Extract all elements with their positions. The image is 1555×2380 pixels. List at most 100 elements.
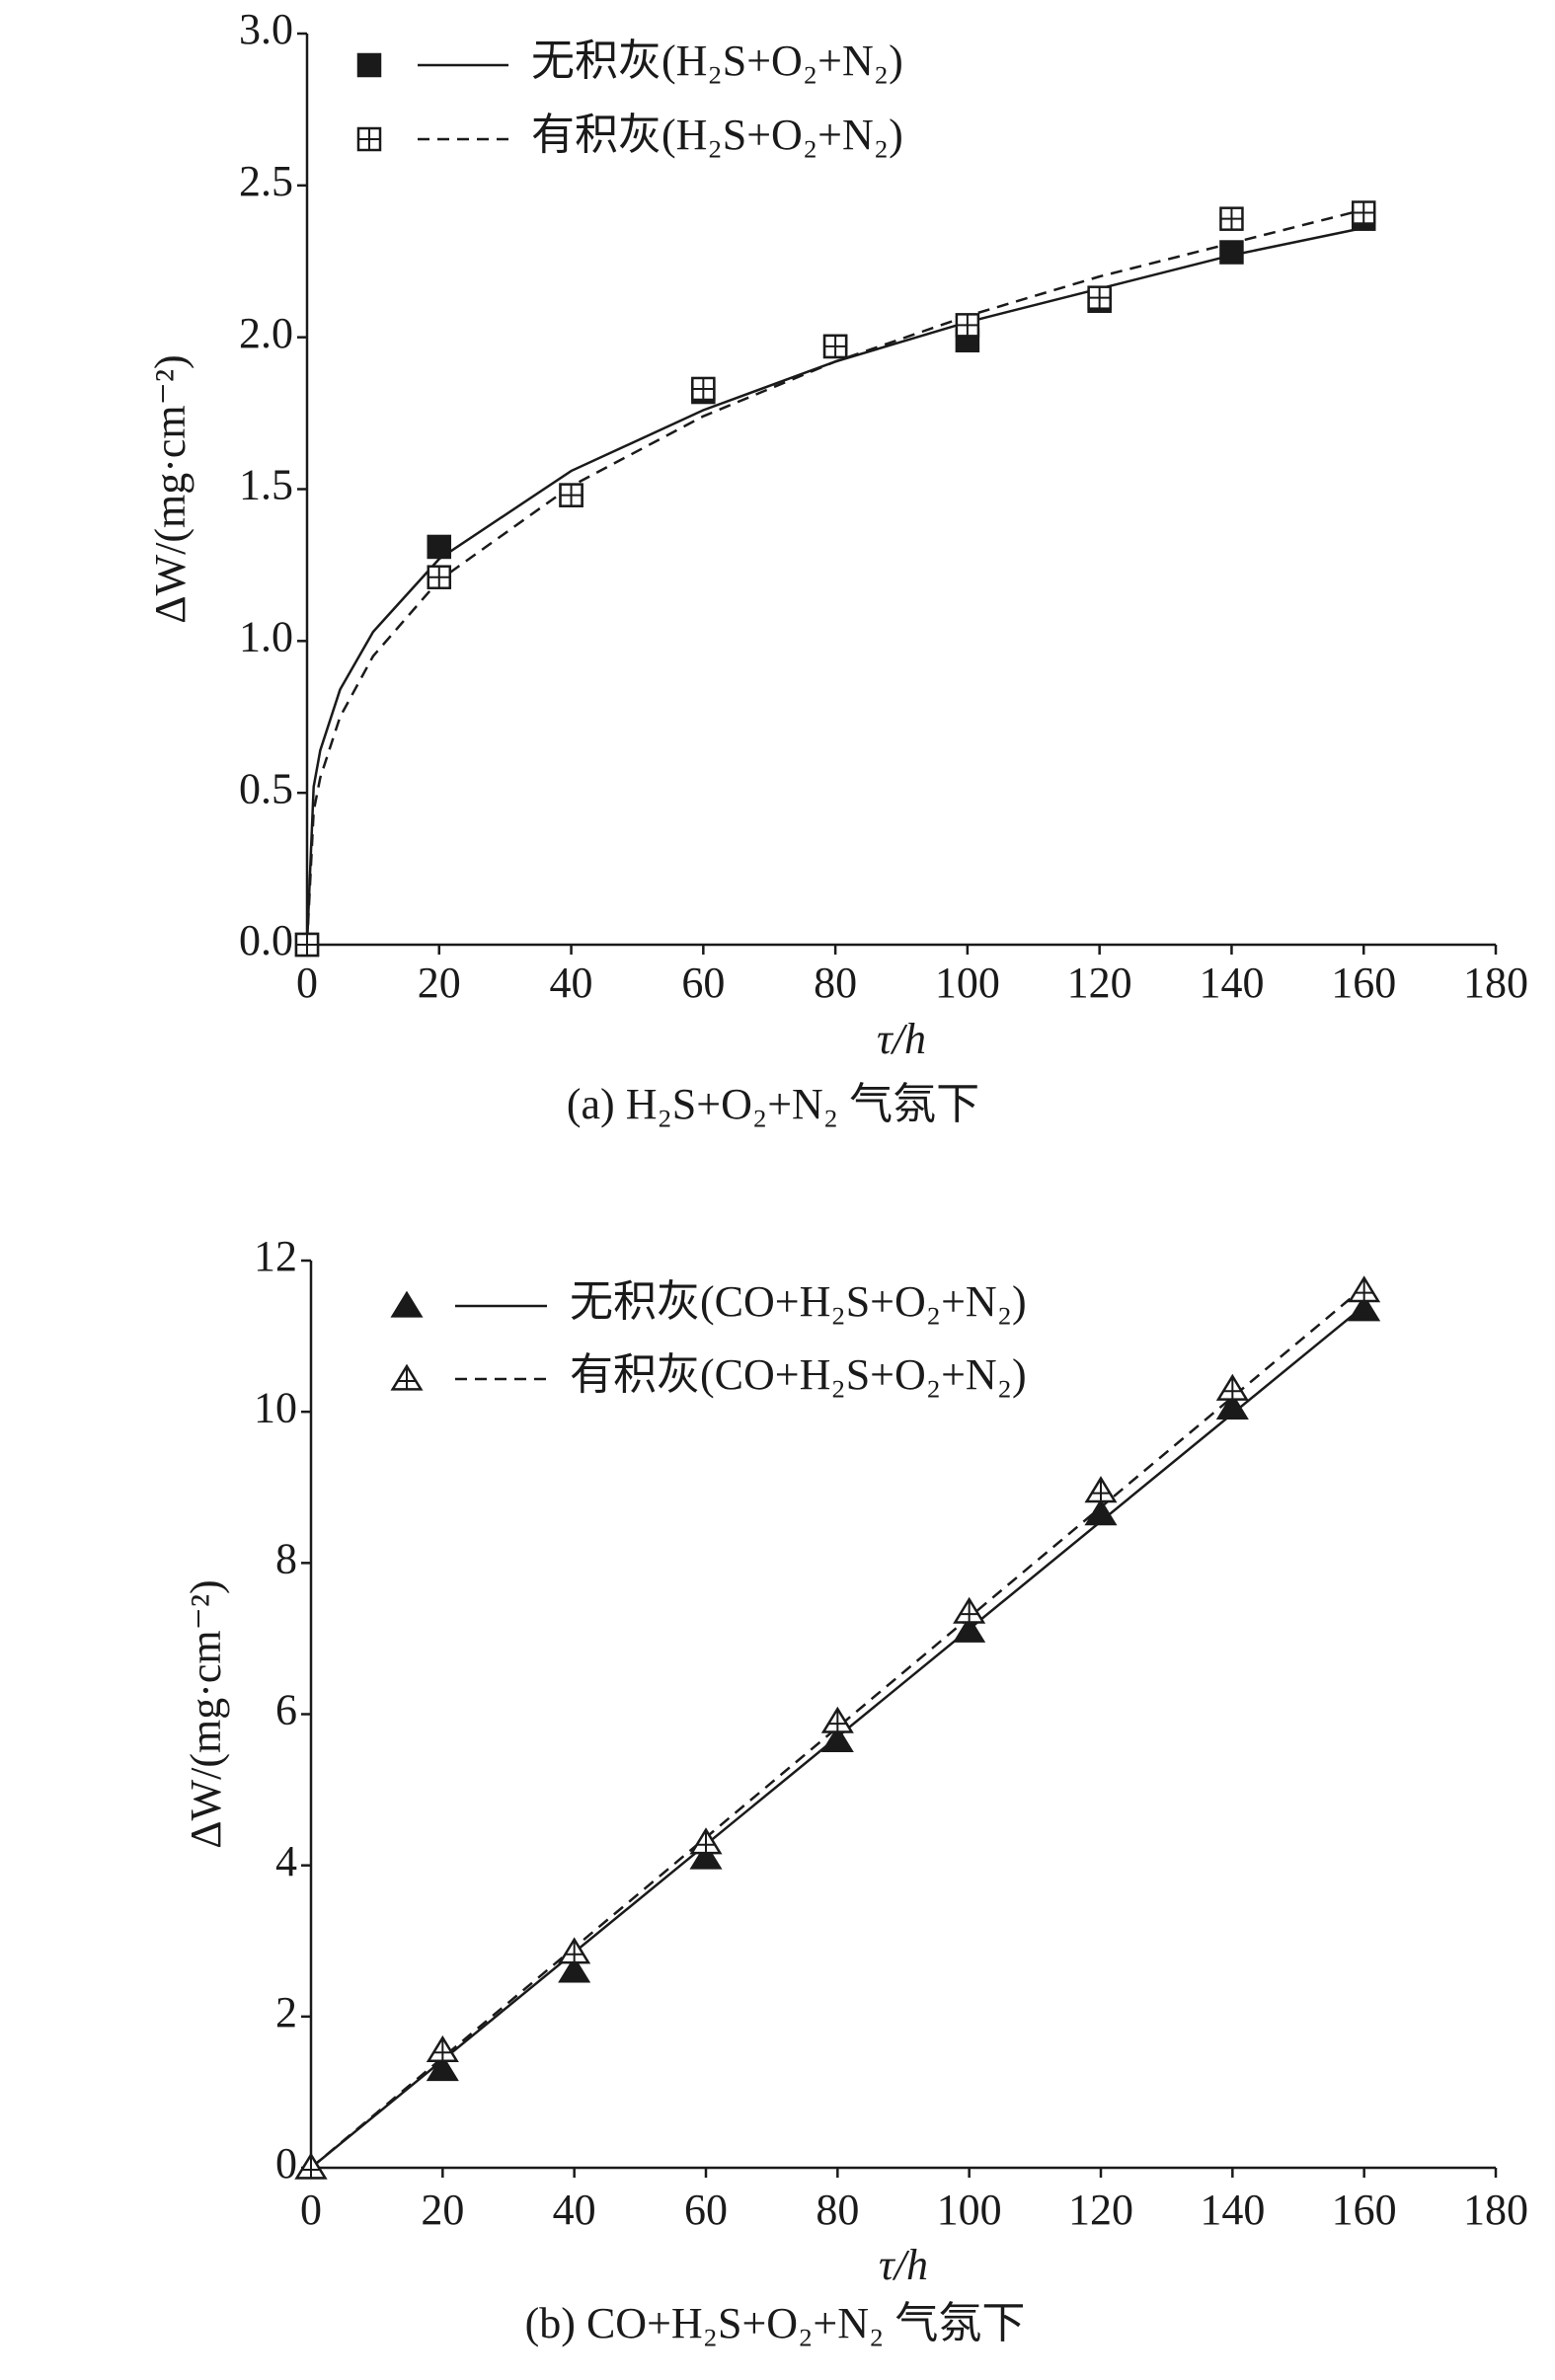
marker — [1348, 1294, 1381, 1322]
marker-shape — [427, 534, 452, 560]
marker — [822, 334, 848, 359]
marker — [559, 483, 583, 507]
marker-cross — [565, 1939, 583, 1963]
marker-cross — [696, 1829, 716, 1854]
marker — [1087, 285, 1112, 310]
marker — [558, 1956, 591, 1983]
marker — [1219, 206, 1244, 231]
marker-cross — [1353, 201, 1375, 224]
x-tick-label: 60 — [684, 2186, 728, 2234]
marker — [294, 932, 320, 958]
marker — [689, 1827, 723, 1855]
marker-shape — [558, 1956, 591, 1983]
y-tick-label: 4 — [275, 1837, 297, 1885]
y-tick-label: 10 — [254, 1383, 297, 1431]
marker-cross — [1355, 1277, 1373, 1302]
marker — [1219, 240, 1244, 265]
marker — [1084, 1476, 1118, 1503]
marker-shape — [820, 1725, 854, 1752]
marker-cross — [433, 2037, 452, 2061]
marker — [390, 1290, 424, 1318]
x-tick-label: 160 — [1332, 2186, 1397, 2234]
x-axis-label: τ/h — [879, 2241, 928, 2289]
y-tick-label: 1.0 — [239, 612, 293, 660]
marker — [426, 2035, 459, 2062]
x-tick-label: 120 — [1068, 2186, 1133, 2234]
marker — [427, 534, 452, 560]
x-tick-label: 0 — [296, 959, 318, 1007]
marker-cross — [960, 1599, 978, 1623]
marker — [427, 565, 452, 589]
x-tick-label: 0 — [300, 2186, 322, 2234]
x-tick-label: 120 — [1067, 959, 1132, 1007]
marker — [820, 1725, 854, 1752]
marker-cross — [358, 128, 380, 150]
legend-label: 有积灰(H₂S+O₂+N₂) — [531, 111, 903, 159]
x-tick-label: 100 — [937, 2186, 1002, 2234]
y-tick-label: 8 — [275, 1534, 297, 1582]
marker — [953, 1596, 986, 1624]
y-tick-label: 12 — [254, 1232, 297, 1280]
marker — [1215, 1392, 1249, 1420]
marker — [955, 313, 980, 338]
marker-cross — [1088, 286, 1111, 309]
x-tick-label: 100 — [935, 959, 1000, 1007]
x-tick-label: 140 — [1200, 2186, 1265, 2234]
marker-cross — [692, 377, 715, 400]
legend-label: 有积灰(CO+H₂S+O₂+N₂) — [570, 1350, 1027, 1399]
x-tick-label: 40 — [550, 959, 593, 1007]
marker — [691, 376, 716, 402]
marker — [689, 1842, 723, 1870]
y-tick-label: 0.0 — [239, 916, 293, 964]
y-axis-label: ΔW/(mg·cm⁻²) — [146, 354, 194, 623]
marker-cross — [428, 566, 450, 588]
y-tick-label: 2 — [275, 1988, 297, 2036]
marker-cross — [397, 1366, 417, 1390]
y-tick-label: 2.5 — [239, 157, 293, 205]
marker — [356, 52, 382, 78]
y-tick-label: 2.0 — [239, 309, 293, 357]
x-tick-label: 80 — [814, 959, 857, 1007]
y-tick-label: 1.5 — [239, 461, 293, 509]
y-tick-label: 6 — [275, 1686, 297, 1734]
marker-cross — [301, 2155, 321, 2179]
marker-shape — [390, 1290, 424, 1318]
x-tick-label: 80 — [816, 2186, 859, 2234]
legend-label: 无积灰(CO+H₂S+O₂+N₂) — [570, 1277, 1027, 1326]
marker — [558, 1937, 591, 1964]
fit-curve — [305, 208, 1364, 946]
y-tick-label: 0 — [275, 2139, 297, 2188]
caption: (b) CO+H₂S+O₂+N₂ 气氛下 — [525, 2299, 1026, 2347]
marker-shape — [356, 52, 382, 78]
marker-cross — [560, 484, 583, 506]
marker — [1348, 1275, 1381, 1303]
legend-label: 无积灰(H₂S+O₂+N₂) — [531, 37, 903, 85]
y-axis-label: ΔW/(mg·cm⁻²) — [182, 1579, 230, 1848]
marker-shape — [689, 1842, 723, 1870]
marker-cross — [824, 335, 847, 357]
marker-cross — [1091, 1478, 1111, 1501]
marker-cross — [1220, 207, 1243, 230]
marker-shape — [953, 1615, 986, 1643]
x-tick-label: 180 — [1463, 2186, 1528, 2234]
marker-shape — [1348, 1294, 1381, 1322]
fit-curve — [310, 1285, 1365, 2169]
x-tick-label: 160 — [1331, 959, 1396, 1007]
x-tick-label: 40 — [553, 2186, 596, 2234]
x-tick-label: 140 — [1199, 959, 1264, 1007]
marker — [294, 2152, 328, 2180]
marker — [426, 2054, 459, 2082]
marker — [1215, 1373, 1249, 1401]
marker-cross — [296, 934, 318, 956]
marker — [820, 1706, 854, 1733]
marker-shape — [1084, 1498, 1118, 1526]
marker — [1084, 1498, 1118, 1526]
marker — [390, 1363, 424, 1391]
x-tick-label: 60 — [681, 959, 725, 1007]
y-tick-label: 3.0 — [239, 5, 293, 53]
marker-shape — [1219, 240, 1244, 265]
marker-cross — [1223, 1376, 1242, 1400]
y-tick-label: 0.5 — [239, 764, 293, 812]
marker-shape — [426, 2054, 459, 2082]
